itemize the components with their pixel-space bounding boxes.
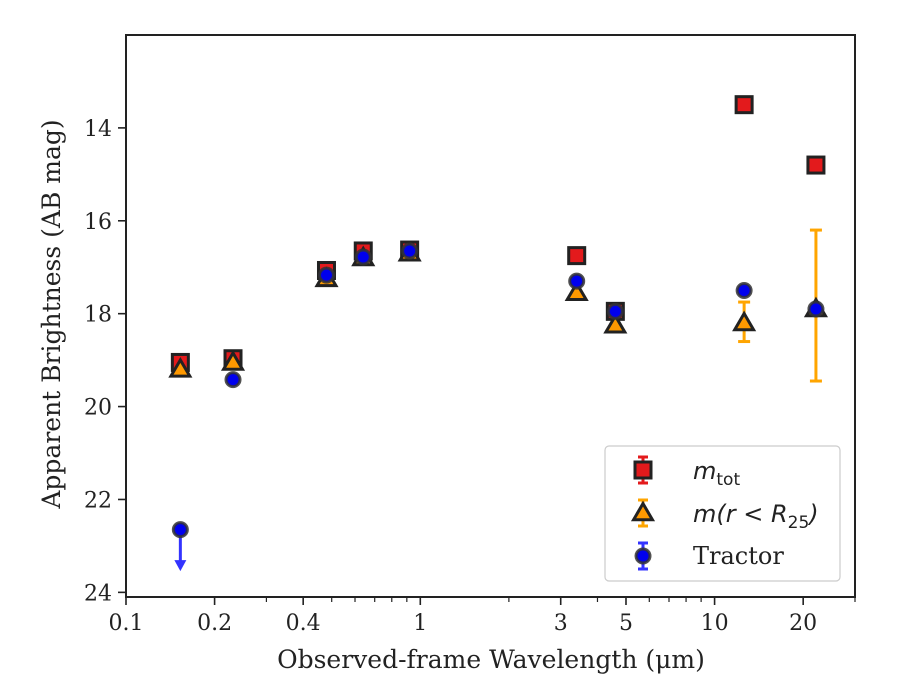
y-axis: 14 16 18 20 22 24 bbox=[84, 117, 126, 606]
data-point bbox=[401, 242, 419, 260]
x-tick-label: 0.4 bbox=[286, 611, 321, 636]
data-point bbox=[354, 248, 372, 266]
plot-frame bbox=[125, 34, 856, 598]
legend-label: Tractor bbox=[693, 542, 784, 570]
data-point bbox=[317, 266, 335, 284]
legend-label-close: ) bbox=[807, 500, 818, 528]
legend: mtot m(r < R25) Tractor bbox=[604, 445, 841, 582]
legend-box bbox=[604, 445, 841, 582]
x-tick-label: 20 bbox=[789, 611, 817, 636]
data-point bbox=[603, 312, 628, 334]
legend-entry: m(r < R25) bbox=[630, 498, 819, 533]
series-square bbox=[170, 95, 826, 372]
data-point bbox=[224, 371, 242, 389]
legend-marker bbox=[630, 500, 656, 522]
x-tick-label: 0.2 bbox=[197, 611, 232, 636]
y-tick-label: 16 bbox=[84, 210, 112, 235]
y-tick-label: 24 bbox=[84, 581, 112, 606]
x-axis-label: Observed-frame Wavelength (μm) bbox=[277, 645, 705, 674]
data-point bbox=[220, 350, 246, 371]
data-point bbox=[568, 272, 586, 290]
series-layer bbox=[168, 95, 829, 572]
legend-label-subscript: tot bbox=[716, 470, 740, 490]
data-point bbox=[732, 310, 757, 332]
series-triangle bbox=[168, 228, 829, 383]
data-point bbox=[735, 281, 753, 299]
x-tick-label: 3 bbox=[554, 611, 568, 636]
legend-marker bbox=[633, 460, 653, 480]
data-point bbox=[168, 356, 193, 378]
data-point bbox=[734, 95, 754, 115]
legend-entry: Tractor bbox=[634, 541, 784, 571]
x-tick-label: 10 bbox=[701, 611, 729, 636]
x-tick-label: 5 bbox=[619, 611, 633, 636]
legend-label-subscript: 25 bbox=[788, 513, 810, 533]
series-circle bbox=[171, 242, 825, 572]
legend-label: mtot bbox=[693, 457, 740, 490]
legend-marker bbox=[634, 547, 652, 565]
legend-label: m(r < R25) bbox=[693, 500, 819, 533]
x-tick-label: 1 bbox=[413, 611, 427, 636]
data-point bbox=[807, 300, 825, 318]
data-point bbox=[567, 246, 587, 266]
data-point bbox=[806, 155, 826, 175]
upper-limit-arrowhead bbox=[174, 560, 187, 572]
legend-label-main: m(r < R bbox=[693, 500, 788, 528]
data-point bbox=[606, 302, 624, 320]
y-tick-label: 18 bbox=[84, 303, 112, 328]
data-point bbox=[171, 521, 189, 539]
x-tick-label: 0.1 bbox=[109, 611, 144, 636]
y-axis-label: Apparent Brightness (AB mag) bbox=[37, 119, 66, 509]
y-tick-label: 22 bbox=[84, 488, 112, 513]
legend-label-main: m bbox=[693, 457, 716, 485]
plot-area bbox=[125, 34, 856, 598]
data-point bbox=[564, 280, 589, 302]
legend-entry: mtot bbox=[633, 455, 740, 490]
x-axis: 0.1 0.2 0.4 1 3 5 10 20 bbox=[109, 597, 856, 636]
y-tick-label: 20 bbox=[84, 396, 112, 421]
y-tick-label: 14 bbox=[84, 117, 112, 142]
